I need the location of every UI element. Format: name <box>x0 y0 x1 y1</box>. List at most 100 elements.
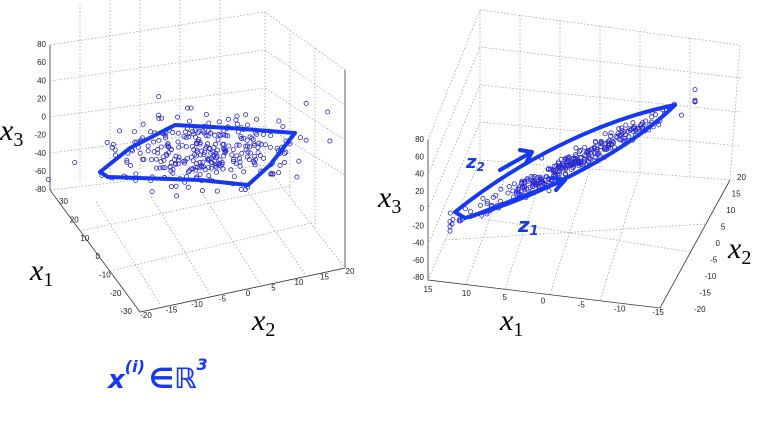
tick-label: 0 <box>96 252 101 261</box>
point <box>283 149 289 155</box>
point <box>566 163 572 169</box>
point <box>170 170 176 176</box>
point <box>506 184 512 190</box>
point <box>234 121 240 127</box>
label-sub: 2 <box>265 319 275 341</box>
tick-label: -40 <box>34 149 46 158</box>
point <box>643 118 649 124</box>
tick-label: 20 <box>346 267 355 276</box>
point <box>194 141 200 147</box>
point <box>236 142 242 148</box>
z1-label: z1 <box>517 213 539 239</box>
point <box>563 163 569 169</box>
point <box>267 144 273 150</box>
point <box>190 128 196 134</box>
point <box>631 124 637 130</box>
label-sub: 3 <box>13 129 23 151</box>
point <box>158 144 164 150</box>
point <box>558 156 564 162</box>
point <box>145 143 151 149</box>
tick-label: 80 <box>415 135 424 144</box>
point <box>679 112 685 118</box>
point <box>230 157 236 163</box>
point <box>225 116 231 122</box>
point <box>145 148 151 154</box>
tick-label: 0 <box>42 113 47 122</box>
point <box>563 165 569 171</box>
tick-label: 5 <box>721 223 726 232</box>
point <box>255 145 261 151</box>
z-sub: 1 <box>530 224 539 239</box>
point <box>221 141 227 147</box>
tick-label: 20 <box>70 215 79 224</box>
point <box>206 120 212 126</box>
point <box>153 156 159 162</box>
point <box>608 130 614 136</box>
point <box>221 153 227 159</box>
point <box>185 184 191 190</box>
point <box>573 158 579 164</box>
point <box>205 133 211 139</box>
point <box>505 190 511 196</box>
point <box>522 178 528 184</box>
point <box>276 170 282 176</box>
point <box>573 145 579 151</box>
point <box>303 137 309 143</box>
tick-label: -10 <box>191 300 203 309</box>
point <box>592 154 598 160</box>
point <box>556 171 562 177</box>
point <box>168 184 174 190</box>
z-sub: 2 <box>476 160 484 174</box>
point <box>692 99 698 105</box>
point <box>191 147 197 153</box>
point <box>72 160 78 166</box>
z2-label: z2 <box>465 152 485 174</box>
point <box>181 133 187 139</box>
tick-label: 80 <box>37 40 46 49</box>
point <box>580 162 586 168</box>
point <box>254 131 260 137</box>
point <box>155 147 161 153</box>
point <box>560 160 566 166</box>
point <box>175 130 181 136</box>
point <box>261 155 267 161</box>
tick-label: -10 <box>614 304 626 313</box>
point <box>237 163 243 169</box>
point <box>218 163 224 169</box>
point <box>325 109 331 115</box>
point <box>112 147 118 153</box>
point <box>157 165 163 171</box>
point <box>124 159 130 165</box>
point <box>140 121 146 127</box>
point <box>226 143 232 149</box>
point <box>223 132 229 138</box>
point <box>156 94 162 100</box>
point <box>243 112 249 118</box>
point <box>244 154 250 160</box>
tick-label: 10 <box>462 289 471 298</box>
point <box>149 189 155 195</box>
point <box>190 158 196 164</box>
point <box>516 190 522 196</box>
point <box>128 163 134 169</box>
point <box>639 122 645 128</box>
tick-label: -20 <box>140 311 152 320</box>
point <box>247 144 253 150</box>
left-axes-box <box>49 0 346 313</box>
point <box>163 151 169 157</box>
point <box>203 111 209 117</box>
point <box>233 117 239 123</box>
tick-label: 0 <box>246 289 251 298</box>
point <box>148 129 154 135</box>
point <box>158 159 164 165</box>
point <box>188 105 194 111</box>
point <box>209 160 215 166</box>
point <box>186 134 192 140</box>
point <box>568 166 574 172</box>
ann-i: (i) <box>125 357 145 376</box>
tick-label: 5 <box>271 284 276 293</box>
point <box>223 148 229 154</box>
point <box>251 154 257 160</box>
tick-label: 0 <box>541 297 546 306</box>
tick-label: 15 <box>320 273 329 282</box>
